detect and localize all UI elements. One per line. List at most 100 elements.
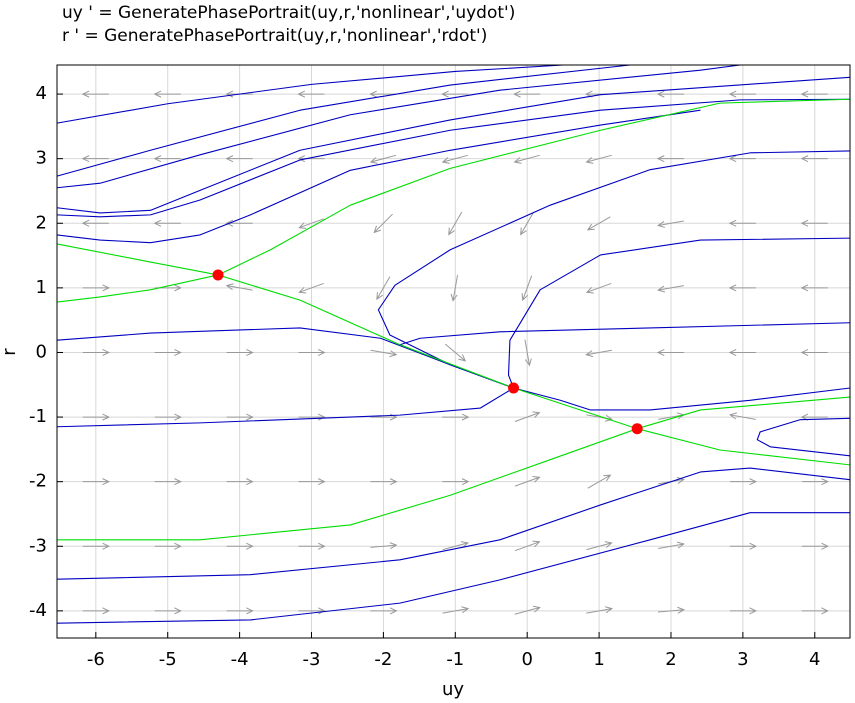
direction-arrow <box>82 607 110 615</box>
trajectory <box>756 417 851 457</box>
equilibrium-point <box>508 382 520 394</box>
direction-arrow <box>520 211 535 236</box>
trajectory <box>507 237 851 389</box>
direction-arrow <box>657 220 684 228</box>
direction-arrow <box>441 90 469 98</box>
trajectory <box>56 467 851 580</box>
direction-arrow <box>298 348 326 356</box>
direction-arrow <box>656 348 684 356</box>
direction-arrow <box>801 542 829 550</box>
direction-arrow <box>370 607 398 615</box>
direction-arrow <box>514 605 541 615</box>
direction-arrow <box>226 607 254 615</box>
y-tick-label: 2 <box>36 212 47 233</box>
direction-arrow <box>728 348 756 356</box>
trajectory <box>56 64 631 177</box>
direction-arrow <box>226 542 254 550</box>
direction-arrow <box>800 348 828 356</box>
trajectory <box>377 150 851 389</box>
y-axis-label: r <box>0 348 20 356</box>
trajectory <box>56 109 701 244</box>
direction-arrow <box>154 348 182 356</box>
direction-arrow <box>514 476 541 487</box>
chart-title: uy ' = GeneratePhasePortrait(uy,r,'nonli… <box>62 3 515 23</box>
direction-arrow <box>153 219 181 227</box>
direction-arrow <box>524 339 532 367</box>
direction-arrow <box>441 154 468 164</box>
direction-arrow <box>800 219 828 227</box>
direction-arrow <box>448 211 463 236</box>
direction-arrow <box>442 413 470 421</box>
trajectory <box>56 387 514 428</box>
direction-arrow <box>586 216 611 231</box>
direction-arrow <box>450 274 459 302</box>
y-tick-label: 1 <box>36 277 47 298</box>
x-tick-label: -5 <box>159 649 177 670</box>
direction-arrow <box>800 155 828 163</box>
direction-arrow <box>154 607 182 615</box>
y-tick-label: -4 <box>29 600 47 621</box>
y-tick-label: -1 <box>29 406 47 427</box>
trajectory <box>56 243 851 466</box>
direction-arrow <box>369 90 397 98</box>
direction-arrow <box>226 348 254 356</box>
direction-arrow <box>297 155 325 163</box>
direction-arrow <box>82 478 110 486</box>
direction-arrow <box>297 90 325 98</box>
direction-arrow <box>729 607 758 615</box>
equilibrium-point <box>631 423 643 435</box>
y-tick-label: -2 <box>29 471 47 492</box>
direction-arrow <box>370 478 398 486</box>
direction-arrow <box>585 349 612 358</box>
y-tick-label: 0 <box>36 341 47 362</box>
direction-arrow <box>370 542 398 550</box>
direction-arrow <box>376 276 391 301</box>
direction-arrow <box>81 219 109 227</box>
direction-arrow <box>369 154 397 164</box>
direction-arrow <box>514 411 541 422</box>
direction-arrow <box>800 90 828 98</box>
direction-arrow <box>656 90 684 98</box>
x-tick-label: 1 <box>593 649 604 670</box>
trajectory <box>56 512 850 624</box>
x-tick-label: -2 <box>374 649 392 670</box>
direction-arrow <box>442 541 469 551</box>
direction-arrow <box>585 154 612 164</box>
x-tick-label: 0 <box>521 649 532 670</box>
direction-arrow <box>585 282 612 294</box>
direction-arrow <box>370 349 398 358</box>
chart-title: r ' = GeneratePhasePortrait(uy,r,'nonlin… <box>62 26 487 46</box>
x-tick-label: -1 <box>446 649 464 670</box>
direction-arrow <box>728 284 756 292</box>
trajectory <box>57 396 851 541</box>
x-tick-label: 2 <box>665 649 676 670</box>
direction-arrow <box>298 542 326 550</box>
trajectory <box>56 76 851 214</box>
y-tick-label: 4 <box>36 83 47 104</box>
direction-arrow <box>513 90 541 98</box>
direction-arrow <box>226 413 254 421</box>
direction-arrow <box>82 413 110 421</box>
direction-arrow <box>728 90 756 98</box>
direction-arrow <box>225 219 253 227</box>
x-axis-label: uy <box>442 679 464 700</box>
direction-arrow <box>729 478 758 486</box>
direction-arrow <box>445 343 467 362</box>
direction-arrow <box>728 219 756 227</box>
x-tick-label: 3 <box>737 649 748 670</box>
direction-arrow <box>656 155 684 163</box>
direction-arrow <box>442 478 470 486</box>
direction-arrow <box>153 155 181 163</box>
direction-arrow <box>81 155 109 163</box>
direction-arrow <box>298 607 326 615</box>
x-tick-label: 4 <box>809 649 820 670</box>
x-tick-label: -6 <box>87 649 105 670</box>
trajectory <box>56 64 564 124</box>
direction-arrow <box>154 413 182 421</box>
direction-arrow <box>81 90 109 98</box>
direction-arrow <box>82 348 110 356</box>
trajectory <box>56 274 219 303</box>
direction-arrow <box>154 542 182 550</box>
y-tick-label: 3 <box>36 148 47 169</box>
